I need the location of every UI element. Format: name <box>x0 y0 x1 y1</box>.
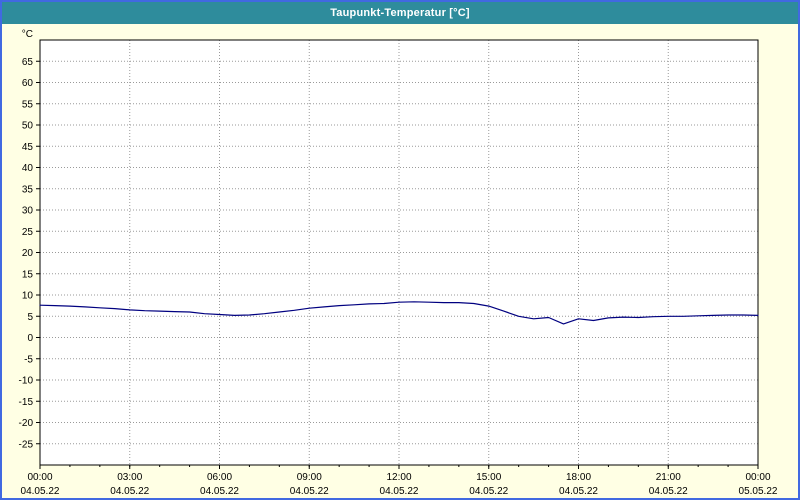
svg-text:00:00: 00:00 <box>745 472 770 483</box>
svg-text:09:00: 09:00 <box>297 472 322 483</box>
svg-text:-25: -25 <box>19 439 34 450</box>
chart-area: 65 60 55 50 45 40 35 30 25 20 15 10 5 0 -5 -10 -15 -20 -25… <box>2 24 798 498</box>
series <box>39 301 759 325</box>
svg-text:65: 65 <box>22 57 34 68</box>
chart-title: Taupunkt-Temperatur [°C] <box>330 7 470 19</box>
svg-text:21:00: 21:00 <box>656 472 681 483</box>
svg-text:00:00: 00:00 <box>27 472 52 483</box>
svg-text:30: 30 <box>22 206 34 217</box>
x-date-labels: 04.05.22 04.05.22 04.05.22 04.05.22 04.05.22… <box>21 486 778 497</box>
svg-text:60: 60 <box>22 78 34 89</box>
svg-text:04.05.22: 04.05.22 <box>200 486 239 497</box>
svg-text:-5: -5 <box>24 354 33 365</box>
temperature-line-chart: 65605550454035302520151050-5-10-15-20-25… <box>19 29 778 497</box>
svg-text:-20: -20 <box>19 418 34 429</box>
svg-text:-10: -10 <box>19 376 34 387</box>
svg-text:25: 25 <box>22 227 34 238</box>
svg-text:04.05.22: 04.05.22 <box>559 486 598 497</box>
svg-text:15:00: 15:00 <box>476 472 501 483</box>
svg-text:06:00: 06:00 <box>207 472 232 483</box>
svg-text:18:00: 18:00 <box>566 472 591 483</box>
x-gridlines <box>129 40 669 465</box>
y-axis-unit: °C <box>22 29 33 40</box>
svg-text:55: 55 <box>22 99 34 110</box>
temperature-series-line <box>39 301 759 325</box>
title-bar: Taupunkt-Temperatur [°C] <box>2 2 798 24</box>
svg-text:50: 50 <box>22 121 34 132</box>
svg-text:45: 45 <box>22 142 34 153</box>
svg-text:04.05.22: 04.05.22 <box>649 486 688 497</box>
x-time-labels: 00:00 03:00 06:00 09:00 12:00 15:00 18:00 21:00… <box>27 472 770 483</box>
svg-text:15: 15 <box>22 269 34 280</box>
svg-text:04.05.22: 04.05.22 <box>290 486 329 497</box>
svg-text:20: 20 <box>22 248 34 259</box>
svg-text:05.05.22: 05.05.22 <box>739 486 778 497</box>
svg-text:0: 0 <box>27 333 33 344</box>
svg-text:°C: °C <box>22 29 33 40</box>
svg-text:12:00: 12:00 <box>386 472 411 483</box>
svg-text:40: 40 <box>22 163 34 174</box>
plot-frame <box>39 39 759 466</box>
svg-text:10: 10 <box>22 291 34 302</box>
svg-text:04.05.22: 04.05.22 <box>21 486 60 497</box>
svg-text:04.05.22: 04.05.22 <box>110 486 149 497</box>
svg-text:04.05.22: 04.05.22 <box>469 486 508 497</box>
y-ticks <box>36 60 40 445</box>
svg-text:03:00: 03:00 <box>117 472 142 483</box>
svg-text:35: 35 <box>22 184 34 195</box>
svg-text:04.05.22: 04.05.22 <box>380 486 419 497</box>
svg-text:-15: -15 <box>19 397 34 408</box>
svg-text:5: 5 <box>27 312 33 323</box>
